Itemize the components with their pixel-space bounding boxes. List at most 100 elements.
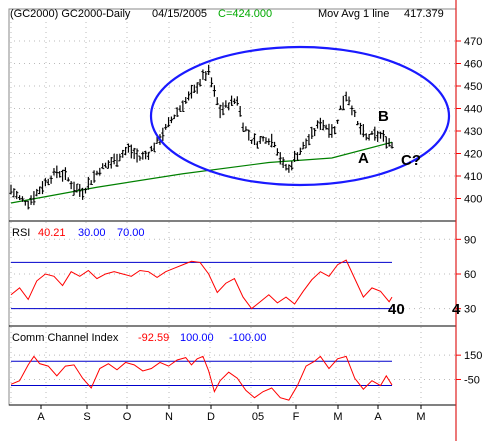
price-bar [327, 123, 331, 138]
annotation-a: A [358, 150, 369, 167]
price-bar [278, 152, 282, 165]
price-bar [69, 181, 73, 190]
rsi-level-30: 30.00 [78, 227, 106, 239]
rsi-value: 40.21 [38, 227, 66, 239]
chart-header: (GC2000) GC2000-Daily 04/15/2005 C=424.0… [10, 8, 444, 20]
price-bar [315, 120, 320, 129]
close-label: C=424.000 [218, 8, 272, 20]
price-bar [258, 136, 262, 144]
price-bar [63, 167, 68, 180]
price-bar [310, 126, 314, 139]
plot-frame [8, 8, 457, 406]
price-bar [12, 188, 16, 198]
price-bar [244, 126, 248, 132]
price-bar [201, 69, 205, 80]
rsi-line [10, 259, 393, 310]
price-bar [229, 95, 234, 106]
price-bar [181, 100, 185, 112]
price-bar [387, 138, 391, 147]
price-bar [356, 121, 360, 126]
price-bar [358, 122, 363, 135]
price-bar [184, 96, 188, 104]
cci-value: -92.59 [138, 332, 169, 344]
price-bar [52, 168, 56, 176]
x-tick-label: F [293, 411, 300, 423]
price-bar [195, 82, 199, 94]
price-bar [175, 107, 179, 117]
price-bar [204, 71, 208, 81]
x-tick-label: A [37, 411, 45, 423]
price-tick-label: 410 [464, 171, 482, 183]
cci-header: Comm Channel Index -92.59 100.00 -100.00 [12, 332, 266, 344]
price-bar [333, 126, 337, 135]
price-bar [103, 162, 108, 168]
price-bar [138, 155, 142, 161]
price-bar [207, 64, 211, 76]
price-bar [353, 109, 357, 118]
price-tick-label: 420 [464, 149, 482, 161]
price-bar [72, 181, 76, 196]
price-bar [192, 84, 196, 93]
grid-dots [9, 22, 456, 405]
symbol-label: (GC2000) GC2000-Daily [10, 8, 131, 20]
price-bar [298, 147, 302, 156]
price-bar [241, 122, 245, 133]
price-bar [106, 160, 110, 169]
price-bar [35, 188, 39, 197]
price-bar [86, 176, 90, 190]
price-bar [275, 148, 280, 156]
price-bar [109, 157, 113, 169]
price-bar [46, 178, 50, 186]
price-bar [164, 123, 168, 130]
price-bar [15, 190, 19, 200]
price-bar [55, 165, 59, 179]
price-bar [232, 98, 237, 105]
price-bar [58, 171, 62, 178]
price-bar [347, 96, 351, 106]
price-bar [9, 184, 13, 195]
price-bar [187, 91, 191, 101]
rsi-current-label-edge: 4 [452, 301, 461, 318]
rsi-tick-label: 60 [464, 269, 476, 281]
x-tick-labels: A S O N D 05 F M A M [37, 405, 426, 423]
annotation-c: C? [401, 152, 421, 169]
price-bar [304, 138, 308, 149]
price-bar [227, 102, 231, 111]
price-bar [118, 153, 122, 162]
cci-line [10, 355, 393, 401]
price-bar [169, 116, 174, 124]
price-bar [32, 191, 36, 206]
cci-tick-label: -50 [464, 374, 480, 386]
price-bar [40, 181, 45, 195]
price-bar [29, 195, 33, 205]
price-bar [235, 96, 239, 106]
price-bar [381, 130, 386, 142]
rsi-header: RSI 40.21 30.00 70.00 [12, 227, 145, 239]
price-bar [126, 143, 131, 153]
price-bar [132, 147, 136, 160]
price-bar [166, 117, 171, 127]
price-bar [146, 151, 151, 160]
price-tick-label: 440 [464, 104, 482, 116]
price-tick-label: 460 [464, 59, 482, 71]
price-bar [224, 100, 228, 108]
price-bar [60, 169, 65, 182]
price-bar [78, 184, 82, 197]
price-bar [123, 146, 128, 156]
y-tick-labels: 400 410 420 430 440 450 460 470 30 60 90 150 -50 [456, 36, 482, 386]
price-bar [270, 133, 274, 148]
price-bar [344, 91, 348, 102]
price-bar [172, 114, 176, 120]
cci-level-minus100: -100.00 [229, 332, 266, 344]
price-bars [9, 64, 394, 210]
x-tick-label: M [416, 411, 425, 423]
price-tick-label: 470 [464, 36, 482, 48]
price-bar [115, 153, 119, 167]
price-bar [161, 127, 165, 141]
ma-label: Mov Avg 1 line [318, 8, 389, 20]
price-bar [129, 144, 133, 159]
price-tick-label: 450 [464, 81, 482, 93]
x-tick-label: O [123, 411, 132, 423]
price-bar [218, 104, 222, 119]
